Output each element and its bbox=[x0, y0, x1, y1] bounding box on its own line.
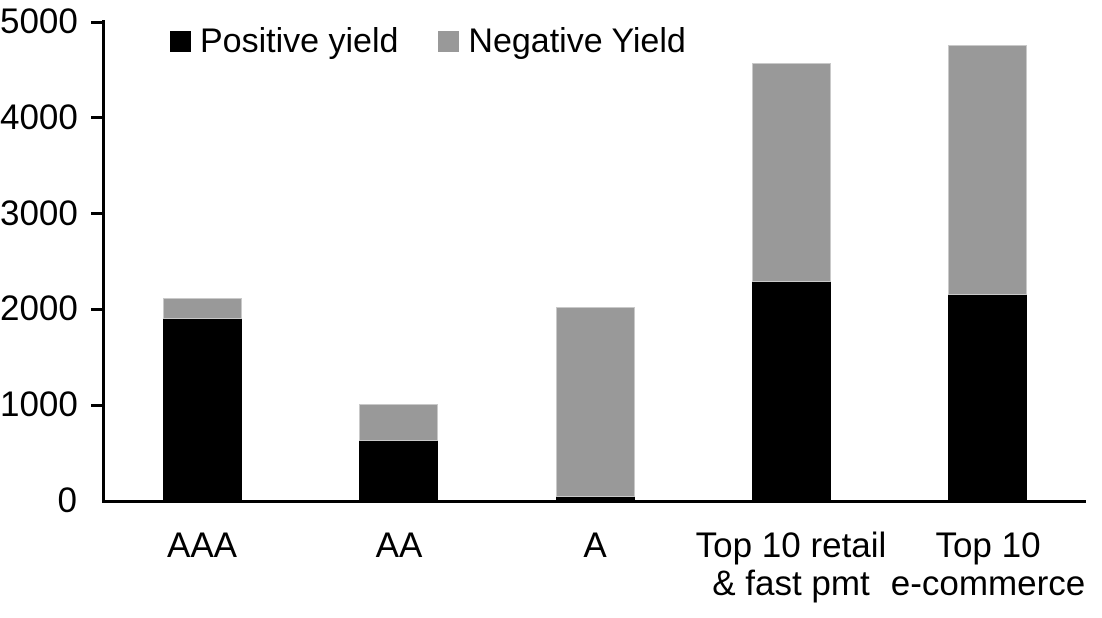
x-axis-category-label: AAA bbox=[166, 526, 238, 565]
bar-segment-positive-yield bbox=[948, 295, 1027, 501]
bar-segment-negative-yield bbox=[163, 297, 242, 320]
y-axis-tick bbox=[91, 404, 104, 407]
y-axis-tick-label: 1000 bbox=[0, 385, 78, 424]
bar-segment-positive-yield bbox=[163, 319, 242, 501]
x-axis-category-label: A bbox=[583, 526, 607, 565]
y-axis-tick bbox=[91, 212, 104, 215]
bar-segment-positive-yield bbox=[556, 496, 635, 501]
y-axis-tick-label: 5000 bbox=[0, 2, 78, 41]
positive-yield-swatch-icon bbox=[170, 30, 191, 52]
legend-label-negative-yield: Negative Yield bbox=[468, 22, 686, 60]
bar-segment-positive-yield bbox=[752, 282, 831, 501]
y-axis-tick-label: 0 bbox=[57, 481, 77, 520]
bar-segment-negative-yield bbox=[752, 63, 831, 283]
x-axis-category-label: Top 10 e-commerce bbox=[890, 526, 1086, 603]
y-axis-line bbox=[102, 20, 105, 503]
y-axis-tick-label: 4000 bbox=[0, 98, 78, 137]
y-axis-tick-label: 3000 bbox=[0, 194, 78, 233]
y-axis-tick bbox=[91, 116, 104, 119]
bar-segment-positive-yield bbox=[359, 440, 438, 501]
x-axis-line bbox=[102, 500, 1086, 503]
chart-legend: Positive yield Negative Yield bbox=[170, 22, 686, 60]
y-axis-tick-label: 2000 bbox=[0, 289, 78, 328]
x-axis-category-label: Top 10 retail & fast pmt bbox=[695, 526, 887, 603]
negative-yield-swatch-icon bbox=[438, 30, 460, 52]
bar-segment-negative-yield bbox=[556, 307, 635, 497]
bar-segment-negative-yield bbox=[948, 44, 1027, 296]
legend-item-negative-yield: Negative Yield bbox=[438, 22, 686, 60]
bar-segment-negative-yield bbox=[359, 404, 438, 441]
y-axis-tick bbox=[91, 308, 104, 311]
x-axis-category-label: AA bbox=[375, 526, 423, 565]
legend-item-positive-yield: Positive yield bbox=[170, 22, 398, 60]
y-axis-tick bbox=[91, 21, 104, 24]
legend-label-positive-yield: Positive yield bbox=[200, 22, 399, 60]
